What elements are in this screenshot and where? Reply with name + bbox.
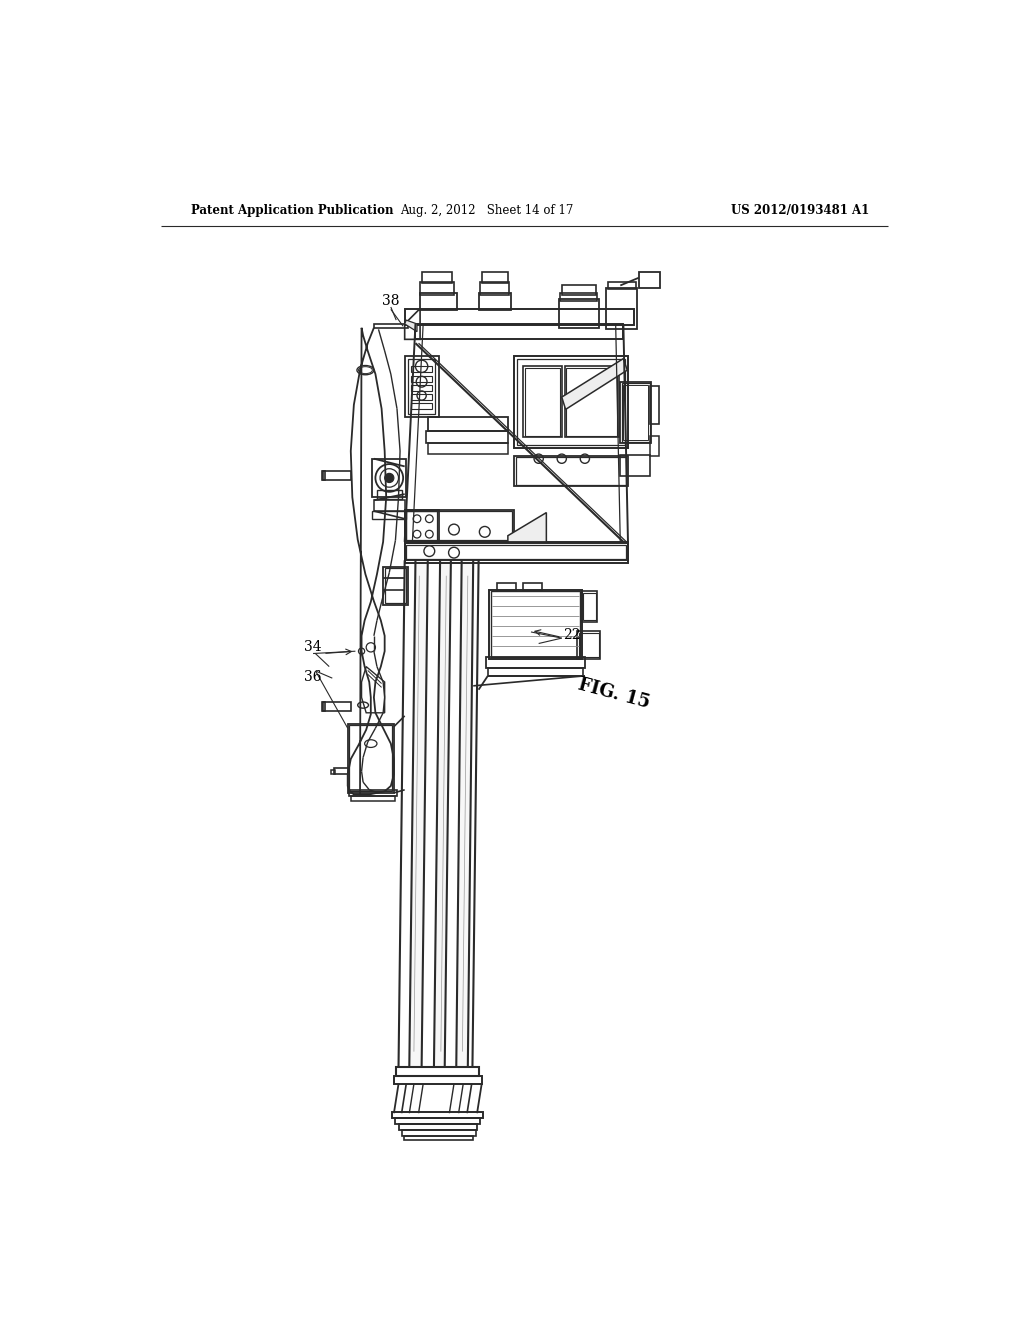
Bar <box>487 668 584 676</box>
Bar <box>582 591 597 622</box>
Bar <box>622 383 649 442</box>
Bar <box>639 272 660 288</box>
Bar <box>323 702 351 711</box>
Bar <box>404 510 438 544</box>
Bar <box>524 368 560 436</box>
Bar <box>404 544 628 561</box>
Bar <box>374 500 404 511</box>
Polygon shape <box>410 560 428 1067</box>
Polygon shape <box>562 359 628 409</box>
Bar <box>411 395 432 400</box>
Bar <box>407 511 512 540</box>
Text: 36: 36 <box>304 671 322 684</box>
Text: US 2012/0193481 A1: US 2012/0193481 A1 <box>731 205 869 218</box>
Bar <box>489 590 582 659</box>
Bar <box>349 789 397 796</box>
Bar <box>401 1130 475 1135</box>
Bar <box>428 444 508 454</box>
Bar <box>428 417 508 432</box>
Bar <box>480 281 509 296</box>
Bar <box>624 385 648 441</box>
Bar <box>323 471 351 480</box>
Bar <box>404 510 514 541</box>
Bar <box>394 1076 481 1084</box>
Bar <box>560 293 597 301</box>
Bar <box>411 404 432 409</box>
Bar <box>416 323 624 339</box>
Bar <box>404 543 628 564</box>
Bar <box>349 725 392 792</box>
Bar <box>478 293 511 310</box>
Bar <box>565 367 618 437</box>
Text: FIG. 15: FIG. 15 <box>577 676 652 711</box>
Bar <box>398 1125 477 1130</box>
Text: Aug. 2, 2012   Sheet 14 of 17: Aug. 2, 2012 Sheet 14 of 17 <box>399 205 573 218</box>
Bar <box>411 385 432 391</box>
Bar <box>404 309 634 326</box>
Bar <box>420 281 454 296</box>
Bar <box>373 459 407 498</box>
Bar <box>523 367 562 437</box>
Bar <box>514 355 628 447</box>
Bar <box>396 1067 479 1076</box>
Bar <box>579 632 599 657</box>
Bar <box>420 293 457 310</box>
Bar <box>392 1111 483 1118</box>
Bar <box>562 285 596 294</box>
Bar <box>649 436 658 455</box>
Bar <box>481 272 508 284</box>
Text: Patent Application Publication: Patent Application Publication <box>190 205 393 218</box>
Bar <box>331 770 336 775</box>
Bar <box>411 376 432 381</box>
Bar <box>621 455 649 477</box>
Text: 34: 34 <box>304 640 322 653</box>
Polygon shape <box>434 560 451 1067</box>
Bar <box>486 657 585 668</box>
Bar <box>373 511 407 519</box>
Bar <box>404 355 438 417</box>
Circle shape <box>385 474 394 483</box>
Bar <box>497 583 515 591</box>
Bar <box>649 385 658 424</box>
Bar <box>621 381 651 444</box>
Bar <box>322 471 325 480</box>
Bar <box>411 367 432 372</box>
Bar <box>322 702 325 711</box>
Bar <box>515 457 627 484</box>
Bar <box>608 281 636 289</box>
Bar <box>426 430 508 444</box>
Bar <box>395 1118 480 1123</box>
Bar <box>578 631 600 659</box>
Bar <box>517 359 625 445</box>
Bar <box>348 723 394 793</box>
Polygon shape <box>457 560 473 1067</box>
Text: 22: 22 <box>563 628 581 642</box>
Bar <box>606 288 637 330</box>
Bar <box>523 583 542 591</box>
Bar <box>334 768 349 775</box>
Bar <box>403 1135 473 1140</box>
Bar <box>351 796 395 800</box>
Bar <box>408 359 435 414</box>
Bar <box>383 566 408 605</box>
Bar <box>566 368 617 436</box>
Bar <box>377 490 401 499</box>
Text: 38: 38 <box>382 294 399 308</box>
Bar <box>490 591 581 657</box>
Polygon shape <box>508 512 547 543</box>
Bar <box>407 545 627 558</box>
Bar <box>514 455 628 487</box>
Polygon shape <box>404 321 417 331</box>
Bar <box>559 298 599 327</box>
Bar <box>422 272 453 284</box>
Bar <box>584 593 596 620</box>
Bar <box>385 568 407 603</box>
Bar <box>407 511 437 541</box>
